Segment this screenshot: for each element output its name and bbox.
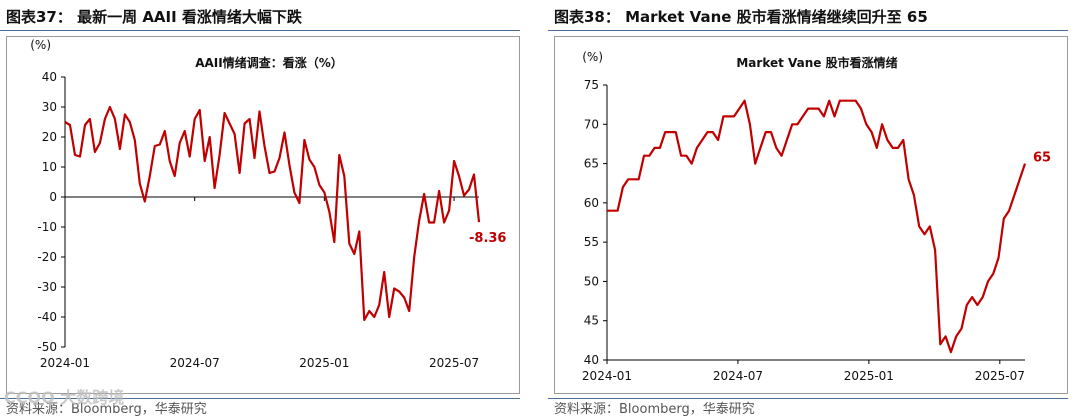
y-tick-label: -40 bbox=[37, 310, 57, 324]
chart-panel-marketvane: 图表38： Market Vane 股市看涨情绪继续回升至 65 Market … bbox=[548, 0, 1080, 418]
y-tick-label: 20 bbox=[42, 130, 57, 144]
figure-title: 图表37： 最新一周 AAII 看涨情绪大幅下跌 bbox=[6, 8, 302, 26]
y-tick-label: 45 bbox=[584, 314, 599, 328]
footer-divider bbox=[0, 398, 520, 399]
title-divider bbox=[548, 30, 1068, 31]
source-note: 资料来源：Bloomberg，华泰研究 bbox=[554, 402, 755, 417]
source-note: 资料来源：Bloomberg，华泰研究 bbox=[6, 402, 207, 417]
y-tick-label: 0 bbox=[49, 190, 57, 204]
y-tick-label: 70 bbox=[584, 117, 599, 131]
series-line bbox=[64, 105, 481, 322]
watermark: CCQQ 大数跨境 bbox=[4, 388, 125, 407]
x-tick-label: 2024-07 bbox=[713, 369, 763, 383]
chart-frame: Market Vane 股市看涨情绪 (%) 75 70 65 60 55 50 45 40 202… bbox=[554, 36, 1068, 394]
y-axis-unit: (%) bbox=[30, 38, 51, 52]
y-tick-label: 30 bbox=[42, 100, 57, 114]
x-tick-label: 2024-01 bbox=[582, 369, 632, 383]
x-tick-label: 2025-01 bbox=[844, 369, 894, 383]
x-tick-label: 2024-01 bbox=[40, 356, 90, 370]
end-value-label: 65 bbox=[1033, 151, 1051, 166]
title-divider bbox=[0, 30, 520, 31]
y-tick-label: 40 bbox=[584, 353, 599, 367]
chart-frame: AAII情绪调查：看涨（%） (%) 40 30 20 10 0 -10 -20 -30 -40 -5… bbox=[6, 36, 520, 394]
x-tick-label: 2024-07 bbox=[170, 356, 220, 370]
aaii-chart: AAII情绪调查：看涨（%） (%) 40 30 20 10 0 -10 -20 -30 -40 -5… bbox=[30, 38, 506, 370]
y-tick-label: -30 bbox=[37, 280, 57, 294]
chart-panel-aaii: 图表37： 最新一周 AAII 看涨情绪大幅下跌 AAII情绪调查：看涨（%） (… bbox=[0, 0, 532, 418]
x-tick-label: 2025-01 bbox=[299, 356, 349, 370]
y-tick-label: 50 bbox=[584, 274, 599, 288]
y-tick-label: 75 bbox=[584, 78, 599, 92]
chart-title: Market Vane 股市看涨情绪 bbox=[736, 55, 897, 70]
y-tick-label: -20 bbox=[37, 250, 57, 264]
marketvane-chart: Market Vane 股市看涨情绪 (%) 75 70 65 60 55 50 45 40 202… bbox=[582, 50, 1051, 383]
x-tick-label: 2025-07 bbox=[975, 369, 1025, 383]
end-value-label: -8.36 bbox=[469, 231, 506, 246]
figure-title: 图表38： Market Vane 股市看涨情绪继续回升至 65 bbox=[554, 8, 928, 26]
y-tick-label: -50 bbox=[37, 340, 57, 354]
y-tick-label: 40 bbox=[42, 70, 57, 84]
y-tick-label: 10 bbox=[42, 160, 57, 174]
chart-title: AAII情绪调查：看涨（%） bbox=[195, 55, 343, 70]
y-tick-label: 55 bbox=[584, 235, 599, 249]
y-tick-label: 60 bbox=[584, 196, 599, 210]
y-tick-label: 65 bbox=[584, 157, 599, 171]
y-axis-unit: (%) bbox=[582, 50, 603, 64]
x-tick-label: 2025-07 bbox=[429, 356, 479, 370]
series-line bbox=[607, 99, 1027, 354]
footer-divider bbox=[548, 398, 1068, 399]
y-tick-label: -10 bbox=[37, 220, 57, 234]
